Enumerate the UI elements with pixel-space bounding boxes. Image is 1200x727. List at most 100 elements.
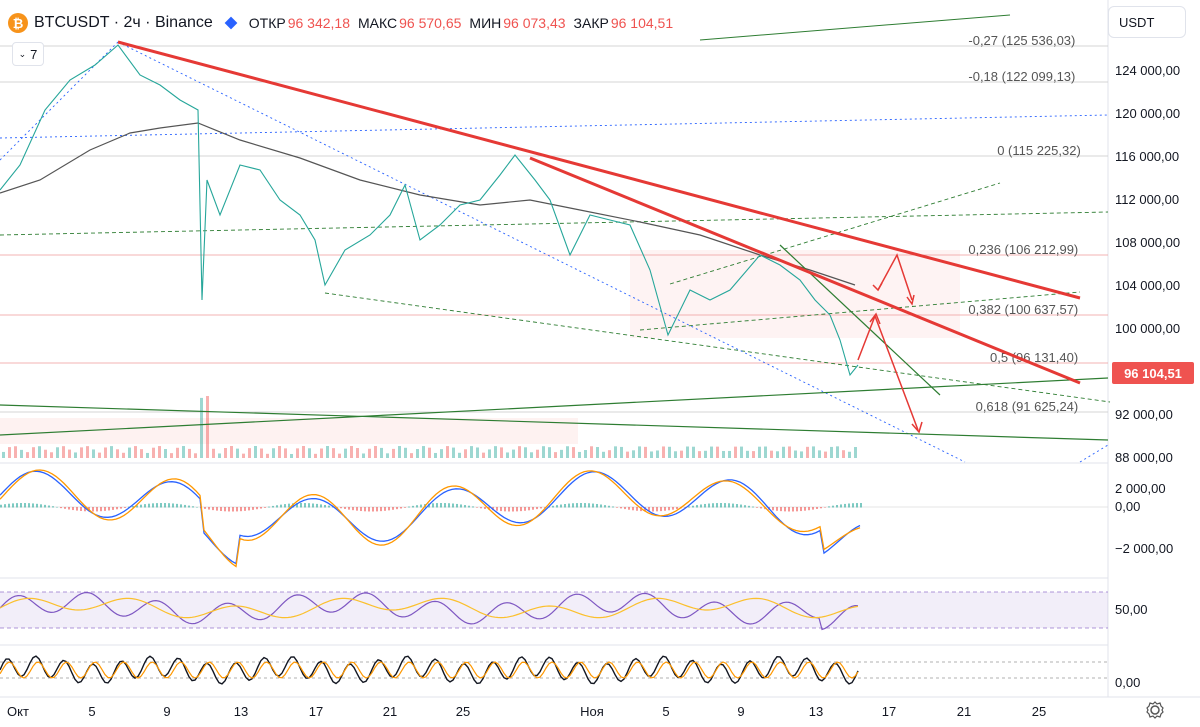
- macd-histogram-bar: [156, 503, 158, 508]
- flag-icon[interactable]: [224, 16, 238, 30]
- time-axis-label: 9: [737, 704, 744, 719]
- volume-bar: [698, 451, 701, 458]
- macd-histogram-bar: [276, 505, 278, 508]
- red-trendline-lower[interactable]: [529, 156, 1081, 385]
- volume-bar: [374, 446, 377, 458]
- macd-histogram-bar: [44, 504, 46, 508]
- volume-bar: [512, 449, 515, 458]
- ohlc-key: ОТКР: [248, 15, 286, 31]
- macd-histogram-bar: [828, 506, 830, 508]
- volume-bar: [620, 446, 623, 458]
- macd-histogram-bar: [264, 507, 266, 508]
- volume-bar: [842, 450, 845, 458]
- macd-histogram-bar: [8, 503, 10, 508]
- macd-histogram-bar: [260, 507, 262, 509]
- time-axis-label: 17: [882, 704, 896, 719]
- volume-bar: [236, 448, 239, 458]
- fib-label: 0,382 (100 637,57): [968, 302, 1078, 317]
- indicators-toggle[interactable]: ⌄ 7: [12, 42, 44, 66]
- price-line: [0, 44, 859, 377]
- time-axis-label: 17: [309, 704, 323, 719]
- volume-bar: [32, 447, 35, 458]
- currency-button[interactable]: USDT: [1108, 6, 1186, 38]
- macd-histogram-bar: [836, 505, 838, 508]
- macd-histogram-bar: [476, 507, 478, 508]
- volume-bar: [272, 448, 275, 458]
- macd-histogram-bar: [776, 507, 778, 511]
- macd-histogram-bar: [132, 505, 134, 508]
- volume-bar: [182, 446, 185, 458]
- volume-bar: [470, 446, 473, 458]
- volume-bar: [62, 446, 65, 458]
- macd-histogram-bar: [436, 503, 438, 508]
- volume-bar: [458, 452, 461, 458]
- volume-bar: [836, 446, 839, 458]
- moving-average-line: [0, 122, 856, 286]
- price-axis-label: 124 000,00: [1115, 63, 1180, 78]
- macd-histogram-bar: [208, 507, 210, 510]
- macd-histogram-bar: [116, 507, 118, 510]
- volume-bar: [740, 446, 743, 458]
- macd-histogram-bar: [588, 503, 590, 508]
- volume-bar: [254, 446, 257, 458]
- fib-label: -0,27 (125 536,03): [968, 33, 1075, 48]
- volume-bar: [500, 447, 503, 458]
- red-trendline-upper[interactable]: [117, 40, 1081, 300]
- volume-bar: [488, 449, 491, 458]
- volume-bar: [422, 446, 425, 458]
- rsi-panel: [0, 591, 859, 631]
- volume-bar: [380, 447, 383, 458]
- macd-histogram-bar: [660, 507, 662, 512]
- volume-bar: [20, 449, 23, 458]
- volume-bar: [572, 447, 575, 458]
- macd-histogram-bar: [736, 504, 738, 508]
- macd-histogram-bar: [708, 503, 710, 508]
- macd-histogram-bar: [184, 504, 186, 508]
- macd-histogram-bar: [412, 505, 414, 508]
- macd-histogram-bar: [408, 506, 410, 508]
- macd-axis-label: 0,00: [1115, 499, 1140, 514]
- macd-histogram-bar: [648, 507, 650, 512]
- macd-histogram-bar: [176, 503, 178, 508]
- fib-label: 0,618 (91 625,24): [976, 399, 1079, 414]
- macd-line: [0, 470, 861, 565]
- volume-bar: [308, 448, 311, 458]
- macd-histogram-bar: [688, 506, 690, 508]
- volume-bar: [176, 447, 179, 458]
- macd-histogram-bar: [712, 503, 714, 508]
- macd-histogram-bar: [536, 507, 538, 510]
- macd-histogram-bar: [240, 507, 242, 512]
- volume-bar: [776, 451, 779, 458]
- volume-bar: [80, 447, 83, 458]
- volume-bar: [206, 396, 209, 458]
- volume-bar: [284, 448, 287, 458]
- volume-bar: [608, 450, 611, 458]
- macd-histogram-bar: [856, 503, 858, 508]
- volume-bar: [110, 446, 113, 458]
- macd-histogram-bar: [376, 507, 378, 512]
- volume-bar: [440, 449, 443, 458]
- macd-histogram-bar: [28, 503, 30, 508]
- macd-histogram-bar: [560, 504, 562, 508]
- volume-bar: [2, 451, 5, 458]
- macd-histogram-bar: [284, 504, 286, 508]
- volume-bar: [356, 448, 359, 458]
- gear-icon[interactable]: [1145, 700, 1165, 720]
- macd-histogram-bar: [100, 507, 102, 512]
- volume-bar: [788, 446, 791, 458]
- volume-bar: [584, 450, 587, 458]
- symbol-header[interactable]: ₿ BTCUSDT · 2ч · Binance ОТКР 96 342,18 МА…: [8, 10, 679, 36]
- macd-histogram-bar: [724, 503, 726, 508]
- volume-bar: [224, 448, 227, 458]
- volume-bar: [542, 446, 545, 458]
- volume-bar: [386, 453, 389, 458]
- symbol-title[interactable]: BTCUSDT · 2ч · Binance: [34, 14, 213, 31]
- volume-bar: [344, 448, 347, 458]
- macd-histogram-bar: [172, 503, 174, 508]
- macd-histogram-bar: [140, 504, 142, 508]
- macd-histogram-bar: [396, 507, 398, 510]
- macd-histogram-bar: [556, 505, 558, 508]
- volume-bar: [734, 446, 737, 458]
- fib-label: 0 (115 225,32): [997, 143, 1081, 158]
